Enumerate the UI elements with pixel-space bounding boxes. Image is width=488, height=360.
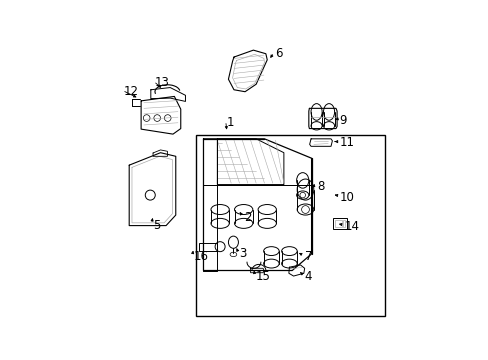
Text: 2: 2 [243,211,251,224]
Text: 9: 9 [339,114,346,127]
Text: 10: 10 [339,190,354,203]
Text: 6: 6 [275,47,283,60]
Text: 1: 1 [226,116,234,129]
Text: 7: 7 [304,250,311,263]
Bar [335,220,341,227]
Text: 13: 13 [155,76,169,89]
Bar [342,220,345,227]
Text: 3: 3 [239,247,246,260]
Text: 14: 14 [344,220,359,233]
Bar [332,218,346,229]
Text: 12: 12 [123,85,139,98]
Text: 11: 11 [339,136,354,149]
Bar [196,135,384,316]
Bar [199,243,217,251]
Text: 16: 16 [193,249,208,262]
Text: 8: 8 [317,180,324,193]
Text: 15: 15 [256,270,270,283]
Text: 4: 4 [304,270,311,283]
Text: 5: 5 [153,219,160,232]
